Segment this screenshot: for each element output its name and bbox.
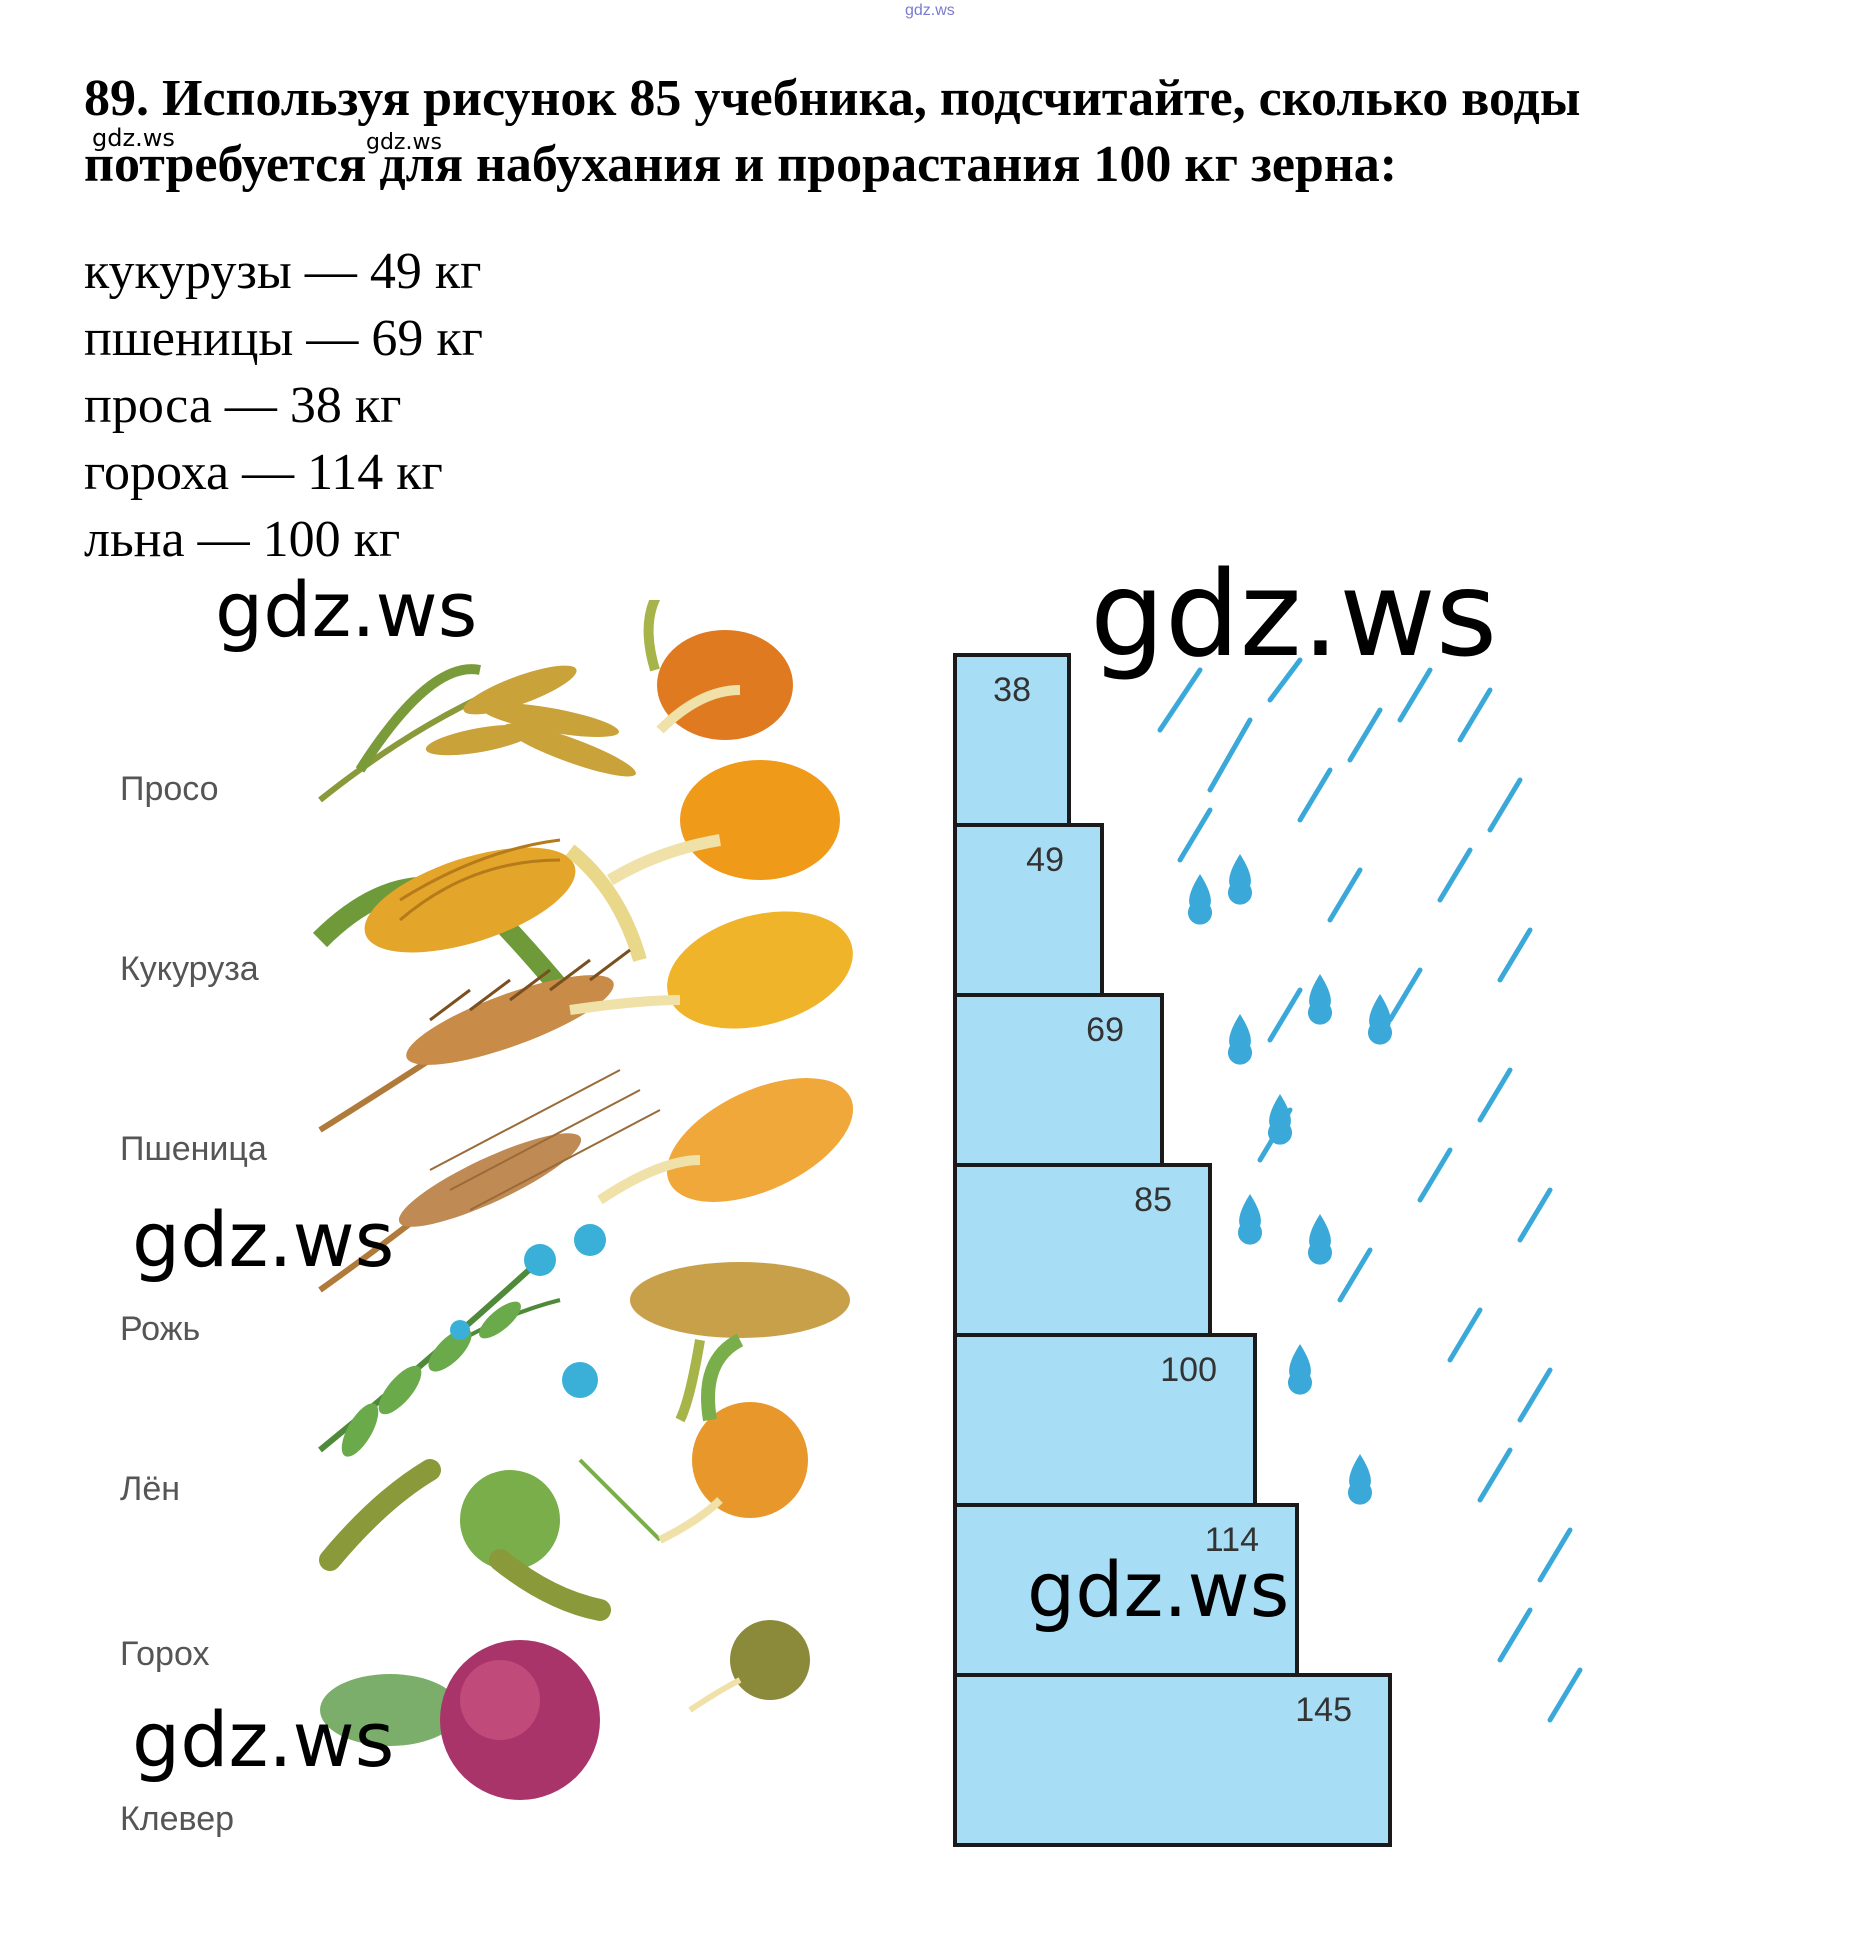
rain-decoration — [1157, 657, 1583, 1723]
bar-value-label: 69 — [1086, 1011, 1124, 1049]
watermark-small: gdz.ws — [366, 130, 442, 155]
rain-stroke — [1537, 1527, 1573, 1583]
bar — [953, 1163, 1212, 1337]
watermark-large: gdz.ws — [1090, 545, 1498, 683]
rain-stroke — [1517, 1187, 1553, 1243]
rain-stroke — [1447, 1307, 1483, 1363]
rain-stroke — [1157, 667, 1203, 733]
category-label: Клевер — [120, 1800, 235, 1838]
rain-stroke — [1347, 707, 1383, 763]
rain-stroke — [1397, 667, 1433, 723]
flax-drawing-icon — [318, 1224, 606, 1457]
rain-stroke — [1337, 1247, 1373, 1303]
bar — [953, 823, 1104, 997]
water-drop-icon — [1238, 1194, 1262, 1245]
water-drop-icon — [1228, 1014, 1252, 1065]
corn-drawing-icon — [312, 838, 647, 1007]
rain-stroke — [1387, 967, 1423, 1023]
bar-value-label: 114 — [1205, 1521, 1259, 1559]
rain-stroke — [1327, 867, 1363, 923]
watermark-small: gdz.ws — [92, 124, 175, 152]
water-drop-icon — [1368, 994, 1393, 1045]
corn-seed-icon — [680, 760, 840, 880]
watermark-top: gdz.ws — [905, 2, 955, 19]
watermark-large: gdz.ws — [132, 1195, 395, 1284]
watermark-large: gdz.ws — [1027, 1545, 1290, 1634]
category-label: Пшеница — [120, 1130, 267, 1168]
water-drop-icon — [1288, 1344, 1312, 1395]
category-label: Просо — [120, 770, 219, 808]
rain-stroke — [1417, 1147, 1453, 1203]
bar-value-label: 100 — [1160, 1351, 1217, 1389]
answer-line: пшеницы — 69 кг — [84, 310, 483, 367]
clover-seed-icon — [730, 1620, 810, 1700]
seed-illustrations — [569, 587, 854, 1713]
water-drop-icon — [1308, 1214, 1333, 1265]
pea-drawing-icon — [319, 1458, 662, 1621]
bar — [953, 993, 1164, 1167]
water-drop-icon — [1308, 974, 1333, 1025]
rain-stroke — [1267, 657, 1303, 703]
answer-line: кукурузы — 49 кг — [84, 243, 482, 300]
category-label: Лён — [120, 1470, 180, 1508]
water-drop-icon — [1348, 1454, 1372, 1505]
rain-stroke — [1457, 687, 1493, 743]
category-label: Кукуруза — [120, 950, 259, 988]
bar-value-label: 85 — [1134, 1181, 1172, 1219]
bar-group: 38 49 69 85 100 114 145 — [953, 653, 1392, 1847]
rain-stroke — [1437, 847, 1473, 903]
clover-drawing-icon — [320, 1640, 600, 1800]
answer-line: льна — 100 кг — [84, 511, 401, 568]
plant-illustrations — [312, 664, 662, 1800]
bar-value-label: 49 — [1026, 841, 1064, 879]
wheat-drawing-icon — [318, 948, 631, 1133]
bar-value-label: 145 — [1295, 1691, 1352, 1729]
rain-stroke — [1497, 927, 1533, 983]
rye-drawing-icon — [318, 1069, 661, 1293]
rain-stroke — [1477, 1067, 1513, 1123]
rain-stroke — [1477, 1447, 1513, 1503]
rain-stroke — [1497, 1607, 1533, 1663]
category-label: Рожь — [120, 1310, 201, 1348]
answer-line: гороха — 114 кг — [84, 444, 443, 501]
rye-seed-icon — [666, 1078, 854, 1202]
rain-stroke — [1297, 767, 1333, 823]
water-drop-icon — [1268, 1094, 1292, 1145]
bar-value-label: 38 — [993, 671, 1031, 709]
millet-seed-icon — [657, 630, 793, 740]
category-label: Горох — [120, 1635, 210, 1673]
millet-drawing-icon — [318, 664, 636, 803]
rain-stroke — [1267, 987, 1303, 1043]
watermark-large: gdz.ws — [215, 565, 478, 654]
rain-stroke — [1517, 1367, 1553, 1423]
water-absorption-figure: 38 49 69 85 100 114 145 Просо Кукуруза Пшеница… — [100, 587, 1600, 1890]
pea-seed-icon — [692, 1402, 808, 1518]
flax-seed-icon — [630, 1262, 850, 1338]
task-text: 89. Используя рисунок 85 учебника, подсч… — [84, 70, 1581, 193]
rain-stroke — [1177, 807, 1213, 863]
water-absorption-chart: 38 49 69 85 100 114 145 — [312, 587, 1583, 1847]
wheat-seed-icon — [667, 911, 853, 1029]
rain-stroke — [1207, 717, 1253, 793]
rain-stroke — [1487, 777, 1523, 833]
rain-stroke — [1547, 1667, 1583, 1723]
bar — [953, 1673, 1392, 1847]
water-drop-icon — [1188, 874, 1213, 925]
answer-list: кукурузы — 49 кг пшеницы — 69 кг проса —… — [84, 238, 483, 573]
water-drop-icon — [1228, 854, 1252, 905]
answer-line: проса — 38 кг — [84, 377, 402, 434]
watermark-large: gdz.ws — [132, 1695, 395, 1784]
